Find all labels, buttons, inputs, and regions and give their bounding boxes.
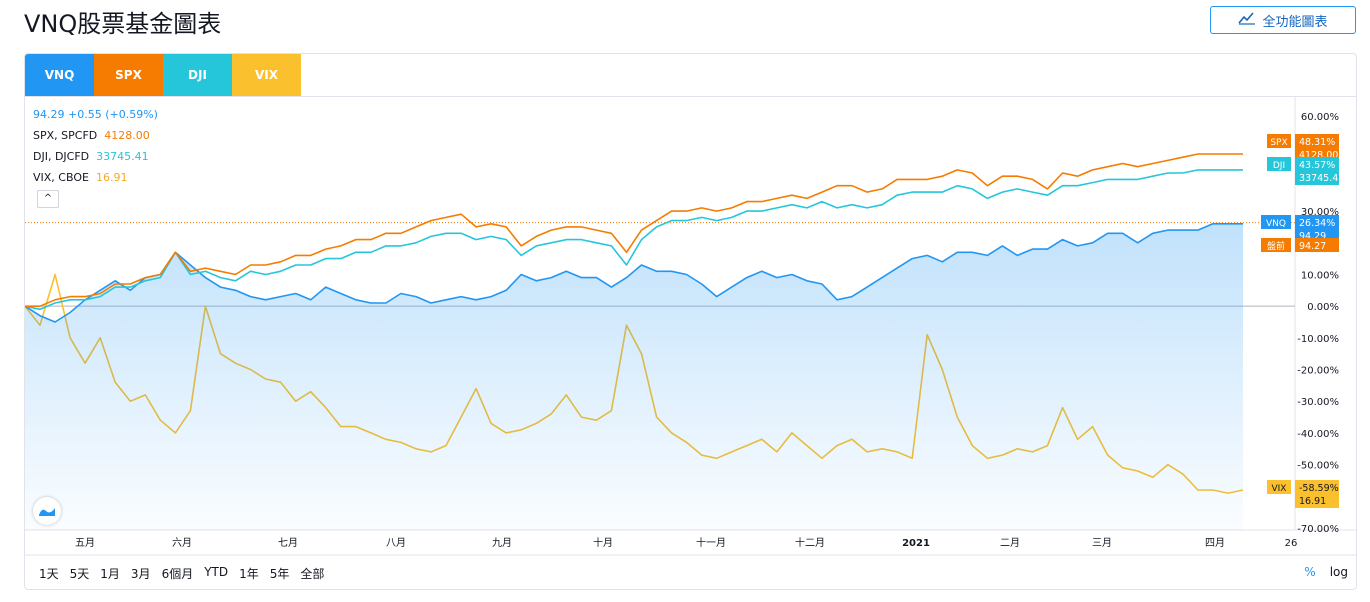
tab-spx[interactable]: SPX: [94, 54, 163, 96]
last-label-1: DJI 43.57% 33745.41: [1267, 157, 1344, 185]
range-button-1[interactable]: 5天: [69, 567, 90, 581]
range-button-6[interactable]: 1年: [239, 567, 259, 581]
last-label-box: [1295, 157, 1339, 185]
tradingview-logo-icon[interactable]: [33, 497, 61, 525]
last-label-name: DJI: [1273, 161, 1285, 171]
x-tick-label: 四月: [1205, 537, 1225, 549]
x-tick-label: 七月: [278, 537, 298, 549]
log-scale-toggle[interactable]: log: [1329, 565, 1348, 579]
last-label-box: [1295, 238, 1339, 252]
range-selector: 1天 5天 1月 3月 6個月 YTD 1年 5年 全部: [39, 565, 335, 582]
last-label-tag: [1261, 238, 1291, 252]
legend: 94.29 +0.55 (+0.59%) SPX, SPCFD 4128.00 …: [33, 104, 158, 188]
y-tick-label: -10.00%: [1297, 334, 1339, 345]
x-tick-label: 九月: [492, 537, 512, 549]
last-label-4: VIX -58.59% 16.91: [1267, 480, 1339, 508]
last-label-name: VNQ: [1266, 219, 1286, 229]
x-tick-label: 五月: [75, 537, 95, 549]
series-line-vnq: [25, 223, 1243, 323]
scale-options: % log: [1304, 565, 1348, 579]
range-button-2[interactable]: 1月: [100, 567, 120, 581]
legend-vix: VIX, CBOE 16.91: [33, 171, 128, 184]
last-label-value: 94.29: [1299, 231, 1326, 242]
tab-vix[interactable]: VIX: [232, 54, 301, 96]
range-button-0[interactable]: 1天: [39, 567, 59, 581]
y-tick-label: -70.00%: [1297, 524, 1339, 535]
last-label-tag: [1267, 134, 1291, 148]
last-label-pct: -58.59%: [1299, 483, 1339, 494]
range-button-4[interactable]: 6個月: [161, 567, 194, 581]
percent-scale-toggle[interactable]: %: [1304, 565, 1316, 579]
x-tick-label: 十二月: [795, 536, 825, 549]
symbol-tabs: VNQ SPX DJI VIX: [25, 54, 301, 96]
y-tick-label: 60.00%: [1301, 112, 1339, 123]
legend-main: 94.29 +0.55 (+0.59%): [33, 108, 158, 121]
tabs-divider: [25, 96, 1356, 97]
legend-dji: DJI, DJCFD 33745.41: [33, 150, 149, 163]
x-tick-label: 2021: [902, 538, 930, 549]
last-label-3: 盤前 94.27: [1261, 238, 1339, 252]
y-tick-label: -40.00%: [1297, 429, 1339, 440]
x-tick-label: 十月: [593, 536, 613, 549]
x-tick-label: 十一月: [696, 536, 726, 549]
chart-widget: VNQ SPX DJI VIX 60.00%50.00%40.00%30.00%…: [24, 53, 1357, 590]
range-button-3[interactable]: 3月: [130, 567, 151, 581]
last-label-tag: [1267, 157, 1291, 171]
last-label-name: SPX: [1270, 138, 1287, 148]
y-tick-label: 0.00%: [1307, 302, 1339, 313]
range-button-7[interactable]: 5年: [269, 567, 290, 581]
y-tick-label: 10.00%: [1301, 270, 1339, 281]
last-label-name: VIX: [1272, 484, 1287, 494]
last-label-box: [1295, 480, 1339, 508]
chart-canvas[interactable]: 60.00%50.00%40.00%30.00%20.00%10.00%0.00…: [25, 54, 1356, 589]
last-label-value: 33745.41: [1299, 173, 1344, 184]
y-tick-label: -50.00%: [1297, 461, 1339, 472]
x-tick-label: 六月: [172, 537, 192, 549]
y-tick-label: -30.00%: [1297, 397, 1339, 408]
series-line-spx: [25, 153, 1243, 307]
last-label-value: 4128.00: [1299, 150, 1338, 161]
collapse-legend-button[interactable]: ^: [37, 190, 59, 208]
y-tick-label: 30.00%: [1301, 207, 1339, 218]
chart-icon: [1238, 11, 1256, 29]
range-button-5[interactable]: YTD: [204, 565, 229, 579]
x-tick-label: 26: [1285, 538, 1298, 549]
last-label-pct: 43.57%: [1299, 160, 1335, 171]
x-tick-label: 三月: [1092, 537, 1112, 549]
full-chart-button[interactable]: 全功能圖表: [1210, 6, 1356, 34]
last-label-pct: 26.34%: [1299, 218, 1335, 229]
last-label-pct: 48.31%: [1299, 137, 1335, 148]
x-tick-label: 二月: [1000, 537, 1020, 549]
page-title: VNQ股票基金圖表: [24, 10, 222, 38]
series-line-dji: [25, 169, 1243, 311]
last-label-name: 盤前: [1267, 240, 1285, 252]
tab-dji[interactable]: DJI: [163, 54, 232, 96]
tab-vnq[interactable]: VNQ: [25, 54, 94, 96]
y-tick-label: -20.00%: [1297, 366, 1339, 377]
x-tick-label: 八月: [386, 537, 406, 549]
last-label-tag: [1261, 215, 1291, 229]
range-button-8[interactable]: 全部: [300, 567, 325, 581]
last-label-value: 16.91: [1299, 496, 1326, 507]
legend-spx: SPX, SPCFD 4128.00: [33, 129, 150, 142]
last-label-tag: [1267, 480, 1291, 494]
series-area-vnq: [25, 223, 1243, 531]
last-label-value: 94.27: [1299, 241, 1326, 252]
full-chart-label: 全功能圖表: [1262, 14, 1328, 30]
